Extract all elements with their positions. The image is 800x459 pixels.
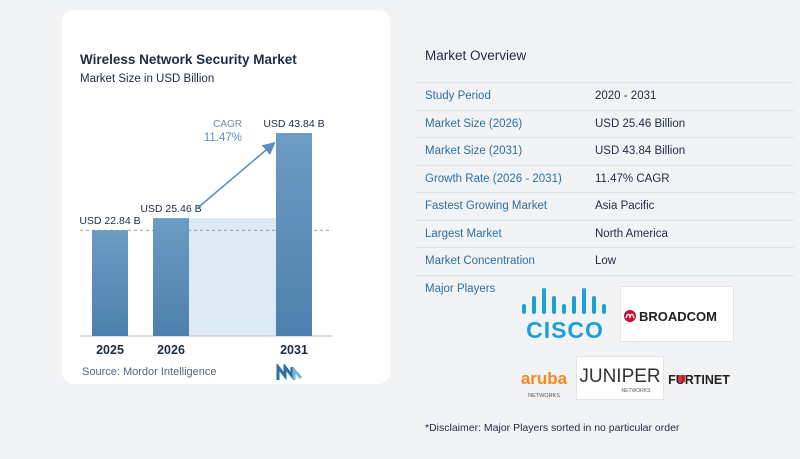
table-row: Fastest Growing Market Asia Pacific (416, 192, 794, 220)
juniper-subtext: NETWORKS (622, 388, 652, 394)
market-overview-panel: Market Overview Study Period 2020 - 2031 … (400, 0, 800, 459)
mordor-intelligence-logo (276, 364, 303, 381)
juniper-wordmark: JUNIPER (579, 366, 660, 387)
row-key: Growth Rate (2026 - 2031) (425, 172, 562, 185)
row-key: Study Period (425, 90, 491, 102)
data-label-2031: USD 43.84 B (263, 118, 324, 130)
row-key: Market Size (2031) (425, 145, 523, 157)
juniper-logo: JUNIPER NETWORKS (576, 356, 664, 400)
row-key: Market Size (2026) (425, 117, 523, 130)
row-key: Fastest Growing Market (425, 200, 548, 212)
cisco-wordmark: CISCO (526, 317, 604, 342)
bar-2025 (92, 230, 128, 336)
row-value: USD 43.84 Billion (595, 145, 686, 157)
source-text: Source: Mordor Intelligence (82, 366, 217, 378)
growth-shade-region (189, 218, 276, 336)
chart-card: Wireless Network Security Market Market … (62, 10, 390, 384)
overview-title: Market Overview (425, 48, 527, 63)
aruba-logo: aruba NETWORKS (521, 369, 568, 399)
data-label-2026: USD 25.46 B (140, 203, 201, 215)
broadcom-logo: BROADCOM (620, 286, 734, 342)
row-value: 11.47% CAGR (595, 172, 670, 185)
aruba-wordmark: aruba (521, 369, 568, 388)
x-tick-label-2025: 2025 (96, 343, 124, 357)
row-key: Market Concentration (425, 255, 535, 267)
cagr-value: 11.47% (204, 132, 242, 144)
x-tick-label-2026: 2026 (157, 343, 185, 357)
chart-title: Wireless Network Security Market (80, 52, 297, 67)
cagr-arrow (194, 141, 276, 211)
table-row: Market Size (2026) USD 25.46 Billion (416, 109, 794, 138)
cagr-label: CAGR (213, 119, 242, 130)
table-row: Market Concentration Low (416, 247, 794, 276)
bar-2031 (276, 133, 312, 336)
bar-chart: USD 22.84 B 2025 USD 25.46 B 2026 USD 43.84 … (79, 118, 332, 357)
row-value: North America (595, 227, 668, 240)
cisco-logo: CISCO (522, 288, 606, 342)
table-row: Largest Market North America (416, 219, 794, 248)
bar-2026 (153, 218, 189, 336)
x-tick-label-2031: 2031 (280, 343, 308, 357)
overview-table: Study Period 2020 - 2031 Market Size (202… (416, 82, 794, 276)
row-value: Asia Pacific (595, 200, 655, 212)
row-value: 2020 - 2031 (595, 90, 657, 102)
aruba-subtext: NETWORKS (528, 393, 560, 399)
table-row: Market Size (2031) USD 43.84 Billion (416, 137, 794, 165)
data-label-2025: USD 22.84 B (79, 215, 140, 227)
disclaimer-text: *Disclaimer: Major Players sorted in no … (425, 422, 680, 434)
row-value: Low (595, 255, 617, 267)
chart-subtitle: Market Size in USD Billion (80, 73, 215, 85)
fortinet-logo: FURTINET (668, 373, 730, 387)
broadcom-wordmark: BROADCOM (639, 309, 717, 324)
row-value: USD 25.46 Billion (595, 117, 686, 130)
table-row: Study Period 2020 - 2031 (416, 82, 794, 110)
major-players-label: Major Players (425, 283, 496, 295)
table-row: Growth Rate (2026 - 2031) 11.47% CAGR (416, 164, 794, 193)
row-key: Largest Market (425, 227, 502, 240)
fortinet-wordmark: FURTINET (668, 373, 730, 387)
